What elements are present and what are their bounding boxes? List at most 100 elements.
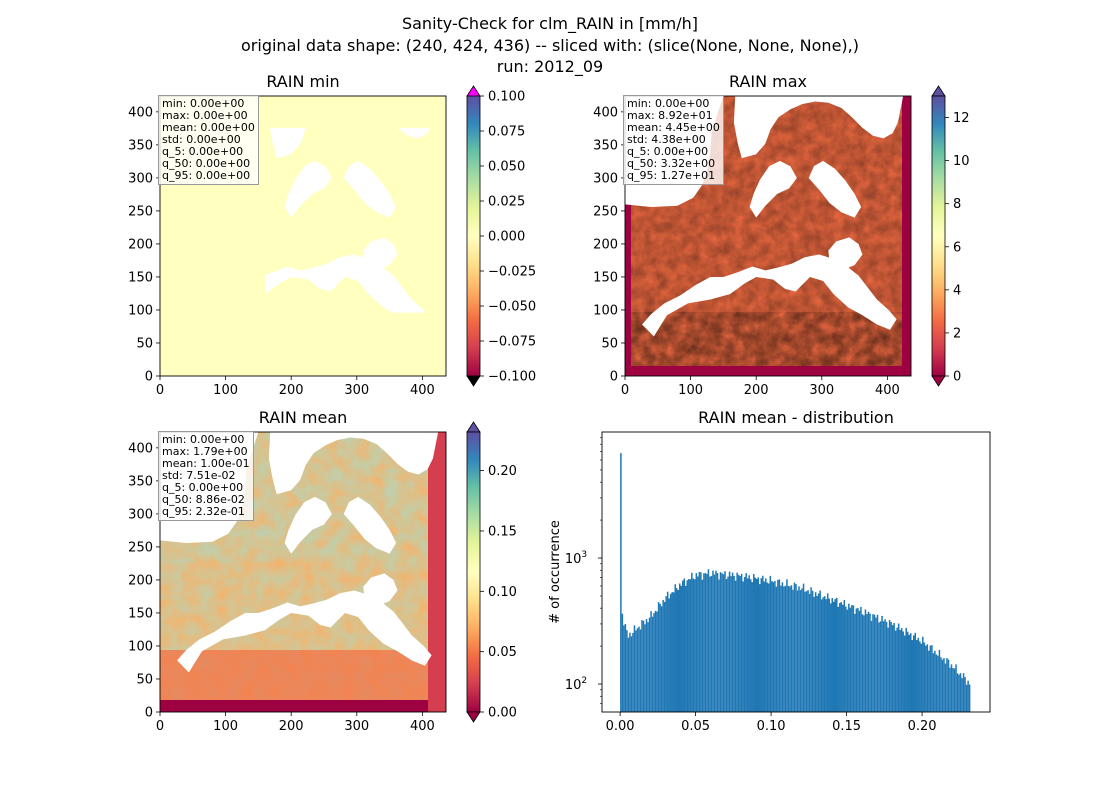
histogram-bar bbox=[958, 674, 960, 712]
histogram-bar bbox=[793, 582, 796, 712]
rain-max-xtick-label: 0 bbox=[621, 383, 629, 398]
histogram-bar bbox=[672, 592, 675, 712]
histogram-bar bbox=[629, 632, 631, 712]
histogram-bar bbox=[913, 635, 915, 712]
histogram-bar bbox=[964, 677, 966, 712]
histogram-bar bbox=[749, 579, 752, 712]
histogram-bar bbox=[642, 620, 645, 712]
rain-mean-ytick-label: 150 bbox=[128, 606, 153, 621]
histogram-bar bbox=[654, 610, 657, 712]
histogram-bar bbox=[928, 650, 930, 712]
histogram-bar bbox=[849, 607, 852, 712]
colorbar-rain-mean bbox=[466, 421, 481, 723]
histogram-bar bbox=[790, 585, 793, 712]
histogram-bar bbox=[959, 673, 962, 712]
histogram-bar bbox=[762, 575, 764, 712]
histogram-bar bbox=[715, 570, 717, 712]
histogram-bar bbox=[701, 579, 704, 712]
histogram-bar bbox=[820, 599, 823, 712]
histogram-bar bbox=[724, 571, 726, 712]
histogram-bar bbox=[808, 593, 811, 712]
histogram-bar bbox=[941, 659, 944, 712]
histogram-ytick-label: 103 bbox=[565, 550, 587, 567]
histogram-bar bbox=[810, 587, 812, 712]
histogram-bar bbox=[823, 596, 826, 712]
histogram-bar bbox=[620, 453, 622, 712]
rain-mean-stat: std: 7.51e-02 bbox=[162, 469, 236, 482]
histogram-bar bbox=[689, 579, 692, 712]
rain-min-stat: mean: 0.00e+00 bbox=[162, 121, 255, 134]
histogram-bar bbox=[819, 590, 821, 712]
rain-min-xtick-label: 200 bbox=[279, 383, 304, 398]
histogram-bar bbox=[647, 622, 649, 712]
rain-mean-colorbar-tick-label: 0.15 bbox=[488, 524, 517, 539]
histogram-bar bbox=[870, 620, 873, 712]
histogram-bar bbox=[674, 584, 676, 712]
histogram-bar bbox=[858, 610, 861, 712]
histogram-bar bbox=[675, 588, 678, 712]
histogram-bar bbox=[899, 629, 901, 712]
histogram-axes-frame bbox=[601, 431, 991, 713]
panel-title-rain-max: RAIN max bbox=[728, 72, 808, 91]
histogram-bar bbox=[947, 659, 950, 712]
histogram-xtick-label: 0.00 bbox=[606, 719, 635, 734]
histogram-bar bbox=[860, 606, 862, 712]
histogram-bar bbox=[831, 598, 833, 712]
histogram-bar bbox=[851, 605, 853, 712]
histogram-bar bbox=[897, 623, 900, 712]
histogram-bar bbox=[683, 578, 686, 712]
histogram-bar bbox=[669, 593, 672, 712]
histogram-bar bbox=[630, 636, 633, 712]
histogram-bar bbox=[893, 623, 895, 712]
rain-min-colorbar-tick-label: −0.050 bbox=[488, 300, 536, 315]
rain-max-colorbar-tick-label: 12 bbox=[953, 111, 970, 126]
rain-mean-colorbar-tick-label: 0.05 bbox=[488, 645, 517, 660]
histogram-bar bbox=[682, 580, 684, 712]
rain-max-colorbar-tick-label: 8 bbox=[953, 197, 961, 212]
histogram-bar bbox=[772, 582, 775, 712]
histogram-bar bbox=[836, 597, 838, 712]
histogram-bar bbox=[926, 644, 929, 712]
rain-min-colorbar-tick-label: 0.000 bbox=[488, 230, 525, 245]
histogram-bar bbox=[725, 579, 728, 712]
histogram-bar bbox=[832, 601, 835, 712]
histogram-bar bbox=[875, 617, 877, 712]
histogram-bar bbox=[881, 615, 883, 712]
histogram-bar bbox=[956, 673, 959, 712]
histogram-bar bbox=[707, 569, 710, 712]
histogram-bar bbox=[737, 574, 740, 712]
histogram-bar bbox=[677, 589, 679, 712]
histogram-bar bbox=[721, 573, 723, 712]
histogram-bar bbox=[745, 573, 747, 712]
histogram-bar bbox=[656, 611, 658, 712]
rain-min-sea-mask bbox=[264, 127, 431, 313]
colorbar-rain-min bbox=[466, 85, 481, 387]
rain-min-axes-frame bbox=[159, 95, 447, 377]
histogram-bar bbox=[938, 649, 941, 712]
histogram-bar bbox=[685, 585, 687, 712]
rain-max-colorbar-tick-label: 0 bbox=[953, 370, 961, 385]
rain-max-ytick-label: 250 bbox=[593, 204, 618, 219]
histogram-bar bbox=[633, 625, 636, 712]
rain-mean-stat: mean: 1.00e-01 bbox=[162, 457, 250, 470]
histogram-bar bbox=[846, 609, 849, 712]
histogram-bar bbox=[953, 668, 956, 712]
rain-max-ytick-label: 350 bbox=[593, 138, 618, 153]
rain-mean-ytick-label: 350 bbox=[128, 474, 153, 489]
histogram-bar bbox=[680, 585, 683, 712]
histogram-bar bbox=[694, 579, 696, 712]
rain-mean-ytick-label: 100 bbox=[128, 639, 153, 654]
histogram-bar bbox=[837, 606, 840, 712]
histogram-bar bbox=[716, 572, 719, 712]
rain-min-stat: q_95: 0.00e+00 bbox=[162, 169, 251, 182]
histogram-bar bbox=[811, 590, 814, 712]
histogram-ytick-label: 102 bbox=[565, 676, 587, 693]
histogram-bar bbox=[834, 599, 837, 712]
histogram-bar bbox=[644, 624, 646, 712]
histogram-bar bbox=[636, 628, 639, 712]
histogram-bar bbox=[751, 582, 753, 712]
histogram-bar bbox=[864, 609, 867, 712]
histogram-bar bbox=[774, 580, 776, 712]
histogram-bar bbox=[621, 613, 624, 712]
